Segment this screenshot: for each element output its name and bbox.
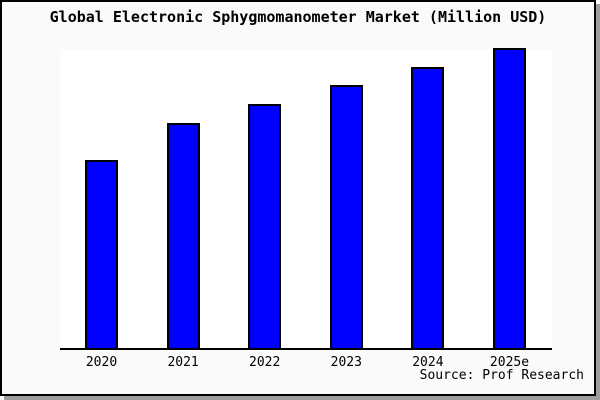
x-tick-label-2022: 2022 <box>249 355 281 370</box>
bar-2025e <box>493 48 526 348</box>
bar-2022 <box>248 104 282 348</box>
bar-2024 <box>411 67 445 348</box>
x-tick-label-2020: 2020 <box>85 355 118 370</box>
bar-2023 <box>329 85 363 348</box>
bar-2020 <box>85 160 118 348</box>
source-text: Source: Prof Research <box>419 368 584 383</box>
plot-area <box>60 48 552 350</box>
chart-title: Global Electronic Sphygmomanometer Marke… <box>49 8 547 26</box>
x-tick-label-2024: 2024 <box>412 355 444 370</box>
bar-2021 <box>166 123 200 348</box>
x-tick-label-2023: 2023 <box>330 355 362 370</box>
x-tick-label-2021: 2021 <box>167 355 199 370</box>
x-tick-label-2025e: 2025e <box>489 355 530 370</box>
